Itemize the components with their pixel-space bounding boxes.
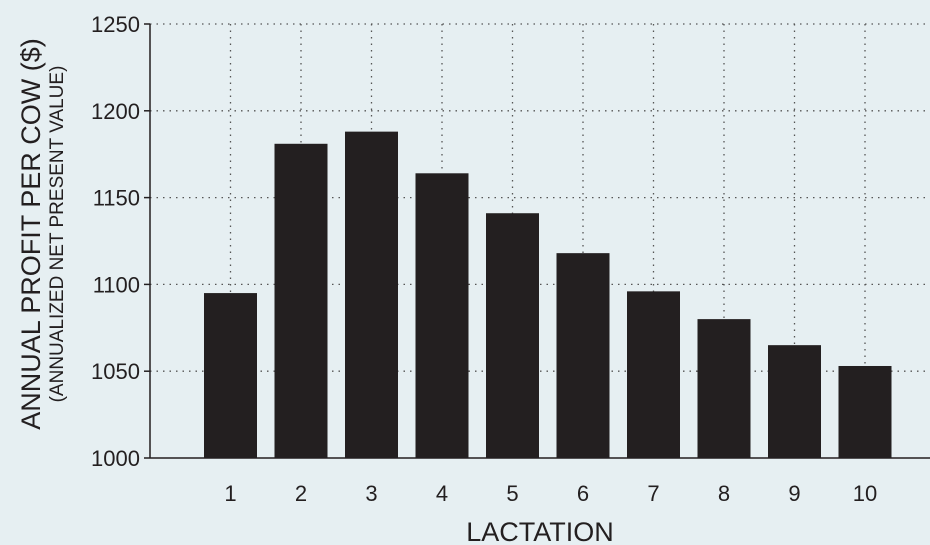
axes xyxy=(144,23,930,459)
x-tick-label: 6 xyxy=(577,481,589,506)
bar-lactation-3 xyxy=(345,131,398,458)
y-tick-label: 1000 xyxy=(91,446,140,471)
bar-lactation-9 xyxy=(768,345,821,458)
y-tick-label: 1250 xyxy=(91,12,140,37)
y-axis-title: ANNUAL PROFIT PER COW ($) xyxy=(16,38,46,430)
y-axis-subtitle: (ANNUALIZED NET PRESENT VALUE) xyxy=(47,66,68,403)
bar-lactation-2 xyxy=(274,143,328,458)
x-tick-label: 4 xyxy=(436,481,448,506)
bar-lactation-5 xyxy=(486,213,539,458)
bar-lactation-4 xyxy=(415,173,469,458)
tick-labels: 1000 1050 1100 1150 1200 1250 1 2 3 4 5 6 7 8 9 10 xyxy=(91,12,877,506)
x-axis-title: LACTATION xyxy=(466,517,614,545)
bars xyxy=(204,131,892,458)
bar-lactation-7 xyxy=(627,291,680,458)
y-tick-label: 1150 xyxy=(93,186,140,211)
bar-lactation-8 xyxy=(697,319,751,458)
y-tick-label: 1050 xyxy=(91,359,140,384)
x-tick-label: 5 xyxy=(506,481,518,506)
y-tick-label: 1100 xyxy=(93,272,140,297)
y-tick-label: 1200 xyxy=(91,99,140,124)
bar-lactation-10 xyxy=(838,365,892,458)
x-tick-label: 3 xyxy=(365,481,377,506)
x-tick-label: 7 xyxy=(647,481,659,506)
x-tick-label: 9 xyxy=(788,481,800,506)
x-tick-label: 2 xyxy=(295,481,307,506)
x-tick-label: 10 xyxy=(853,481,877,506)
bar-lactation-1 xyxy=(204,293,257,458)
x-tick-label: 1 xyxy=(224,481,236,506)
x-tick-label: 8 xyxy=(718,481,730,506)
bar-lactation-6 xyxy=(556,253,610,458)
